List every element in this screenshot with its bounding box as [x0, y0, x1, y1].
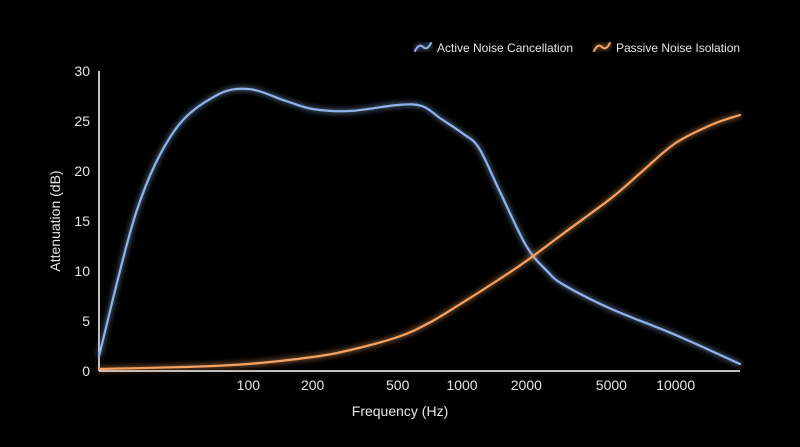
legend-item-anc[interactable]: Active Noise Cancellation	[414, 41, 573, 55]
series-layer	[97, 87, 742, 371]
legend: Active Noise Cancellation Passive Noise …	[414, 41, 740, 55]
y-tick-label: 10	[74, 263, 90, 279]
x-tick-labels: 100 200 500 1000 2000 5000 10000	[237, 377, 696, 393]
legend-swatch-anc	[414, 42, 432, 52]
y-tick-label: 25	[74, 113, 90, 129]
x-tick-label: 10000	[656, 377, 695, 393]
legend-label-passive: Passive Noise Isolation	[616, 41, 740, 55]
y-tick-label: 30	[74, 63, 90, 79]
legend-label-anc: Active Noise Cancellation	[437, 41, 573, 55]
x-tick-label: 1000	[446, 377, 477, 393]
x-tick-label: 100	[237, 377, 261, 393]
x-tick-label: 5000	[596, 377, 627, 393]
x-axis-title: Frequency (Hz)	[352, 403, 448, 419]
x-tick-label: 500	[386, 377, 410, 393]
series-line-anc	[97, 87, 742, 366]
x-tick-label: 2000	[511, 377, 542, 393]
y-tick-label: 20	[74, 163, 90, 179]
y-tick-label: 15	[74, 213, 90, 229]
y-tick-labels: 0 5 10 15 20 25 30	[74, 63, 90, 379]
series-line-passive	[97, 113, 742, 371]
legend-item-passive[interactable]: Passive Noise Isolation	[593, 41, 740, 55]
x-tick-label: 200	[301, 377, 325, 393]
y-tick-label: 0	[82, 363, 90, 379]
y-tick-label: 5	[82, 313, 90, 329]
y-axis-title: Attenuation (dB)	[47, 170, 63, 271]
legend-swatch-passive	[593, 42, 611, 52]
